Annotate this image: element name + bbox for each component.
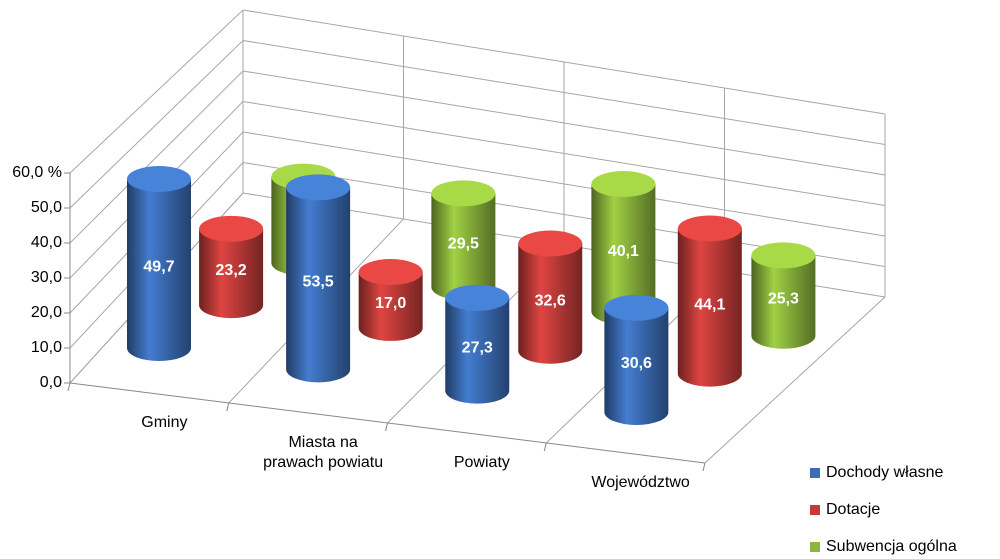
axis-tick bbox=[226, 402, 230, 412]
x-tick-label: Województwo bbox=[591, 474, 690, 491]
bar bbox=[286, 174, 351, 383]
cylinder-body bbox=[677, 228, 742, 387]
y-tick-label: 0,0 bbox=[40, 374, 62, 391]
cylinder-top bbox=[591, 171, 656, 198]
cylinder-top bbox=[518, 230, 583, 257]
value-label: 23,2 bbox=[216, 262, 247, 279]
y-tick-label: 40,0 bbox=[31, 234, 62, 251]
value-label: 30,6 bbox=[621, 355, 652, 372]
bar bbox=[358, 259, 423, 341]
axis-tick bbox=[385, 422, 388, 432]
cylinder-body bbox=[126, 178, 191, 362]
grid-line bbox=[69, 9, 886, 174]
cylinder-top bbox=[431, 180, 496, 207]
y-tick-label: 30,0 bbox=[31, 269, 62, 286]
cylinder-top bbox=[751, 242, 816, 269]
legend-label: Subwencja ogólna bbox=[826, 538, 957, 555]
value-label: 44,1 bbox=[694, 296, 725, 313]
cylinder-top bbox=[286, 174, 351, 201]
cylinder-top bbox=[445, 284, 510, 311]
y-tick-label: 50,0 bbox=[31, 199, 62, 216]
cylinder-top bbox=[358, 259, 423, 286]
cylinder-top bbox=[126, 165, 191, 192]
y-tick-label: 10,0 bbox=[31, 339, 62, 356]
value-label: 25,3 bbox=[768, 291, 799, 308]
bar bbox=[677, 215, 742, 387]
bar bbox=[126, 165, 191, 362]
cylinder-body bbox=[358, 272, 423, 341]
legend-swatch bbox=[810, 468, 820, 478]
y-tick-label: 20,0 bbox=[31, 304, 62, 321]
cylinder-body bbox=[591, 184, 656, 325]
legend-swatch bbox=[810, 542, 820, 552]
value-label: 29,5 bbox=[448, 235, 479, 252]
x-axis bbox=[69, 382, 706, 464]
cylinder-body bbox=[199, 228, 264, 319]
value-label: 27,3 bbox=[462, 339, 493, 356]
cylinder-body bbox=[286, 187, 351, 383]
bar bbox=[751, 242, 816, 349]
value-label: 32,6 bbox=[535, 292, 566, 309]
bar bbox=[518, 230, 583, 364]
cylinder-top bbox=[677, 215, 742, 242]
cylinder-body bbox=[751, 255, 816, 349]
x-tick-label: Gminy bbox=[141, 414, 188, 431]
cylinder-body bbox=[518, 243, 583, 364]
bar bbox=[445, 284, 510, 404]
legend-label: Dochody własne bbox=[826, 464, 944, 481]
legend-swatch bbox=[810, 505, 820, 515]
axis-tick bbox=[543, 442, 547, 452]
cylinder-body bbox=[445, 297, 510, 404]
cylinder-top bbox=[604, 294, 669, 321]
value-label: 40,1 bbox=[608, 243, 639, 260]
x-tick-label: Miasta na prawach powiatu bbox=[263, 434, 384, 471]
legend-label: Dotacje bbox=[826, 501, 880, 518]
bar bbox=[431, 180, 496, 301]
value-label: 17,0 bbox=[375, 295, 406, 312]
bar bbox=[591, 171, 656, 325]
x-tick-label: Powiaty bbox=[453, 454, 510, 471]
bar bbox=[199, 215, 264, 319]
wall-line bbox=[704, 114, 886, 464]
bar bbox=[604, 294, 669, 425]
cylinder-top bbox=[199, 215, 264, 242]
value-label: 49,7 bbox=[143, 259, 174, 276]
cylinder-body bbox=[604, 307, 669, 425]
cylinder-body bbox=[431, 193, 496, 301]
axis-tick bbox=[67, 382, 71, 392]
axis-tick bbox=[702, 462, 706, 472]
y-tick-label: 60,0 % bbox=[12, 164, 62, 181]
value-label: 53,5 bbox=[303, 274, 334, 291]
